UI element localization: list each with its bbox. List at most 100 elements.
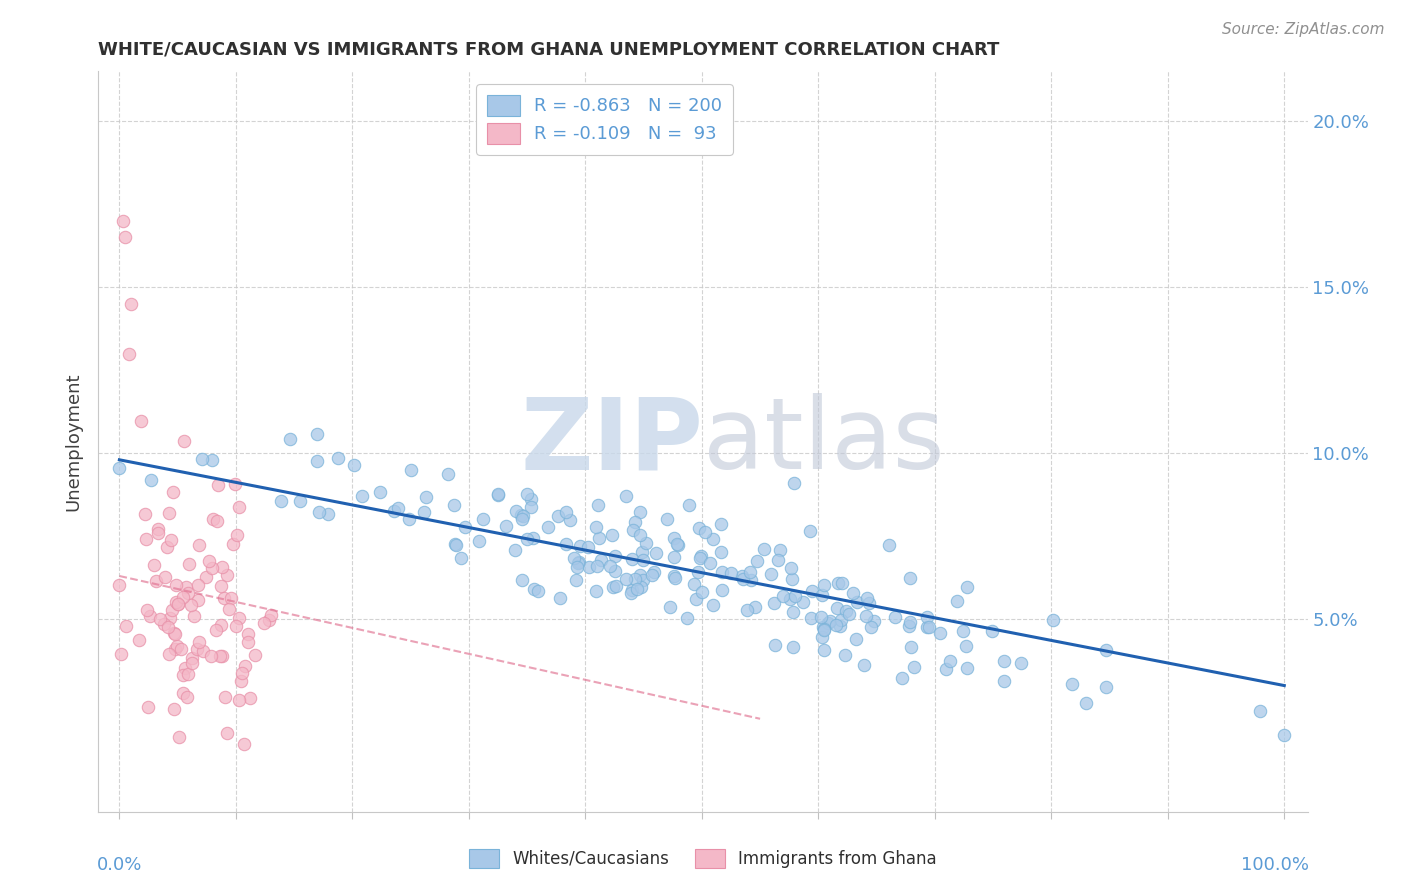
Point [841,586,863,600]
Point [631,552,654,566]
Point [166,597,188,611]
Point [138,699,160,714]
Point [898,615,921,629]
Point [659,599,682,614]
Point [503,543,526,558]
Point [176,690,198,704]
Point [956,661,979,675]
Point [560,513,582,527]
Point [586,559,609,574]
Point [744,599,766,614]
Point [782,640,804,654]
Point [1042,613,1064,627]
Point [114,618,136,632]
Point [156,620,179,634]
Point [859,620,882,634]
Point [685,591,707,606]
Point [215,567,238,582]
Point [219,591,242,606]
Point [212,591,235,605]
Point [201,453,224,467]
Point [662,531,685,545]
Point [211,648,233,663]
Point [443,499,465,513]
Point [1062,677,1084,691]
Point [782,572,804,586]
Point [224,476,246,491]
Point [567,556,589,570]
Point [1010,656,1032,670]
Point [172,668,194,682]
Point [993,673,1015,688]
Point [782,605,804,619]
Point [118,346,141,360]
Point [628,528,651,542]
Point [260,608,283,623]
Point [858,596,880,610]
Point [350,489,373,503]
Point [228,611,250,625]
Point [155,570,177,584]
Point [162,485,184,500]
Point [214,690,236,705]
Point [688,565,710,579]
Point [547,508,569,523]
Point [745,554,768,568]
Point [415,490,437,504]
Point [813,578,835,592]
Point [270,494,292,508]
Y-axis label: Unemployment: Unemployment [65,372,83,511]
Point [692,585,714,599]
Point [166,597,188,611]
Point [218,602,240,616]
Point [516,487,538,501]
Point [537,520,560,534]
Point [170,642,193,657]
Point [343,458,366,472]
Point [1095,643,1118,657]
Point [165,626,187,640]
Point [231,666,253,681]
Point [567,560,589,574]
Point [1272,728,1295,742]
Point [800,584,823,599]
Point [198,554,221,568]
Point [980,624,1002,638]
Point [702,532,724,546]
Point [591,553,613,567]
Point [628,567,651,582]
Point [204,623,226,637]
Point [187,538,209,552]
Point [128,633,150,648]
Point [195,570,218,584]
Point [702,598,724,612]
Point [605,579,627,593]
Point [811,630,834,644]
Point [145,574,167,588]
Point [830,613,852,627]
Point [884,609,907,624]
Point [602,580,624,594]
Point [173,434,195,448]
Point [946,594,969,608]
Point [225,619,247,633]
Point [209,649,232,664]
Point [818,614,841,628]
Point [928,626,950,640]
Point [486,486,509,500]
Text: 100.0%: 100.0% [1240,856,1309,874]
Point [436,467,458,481]
Point [827,575,849,590]
Point [307,454,329,468]
Point [554,505,576,519]
Point [915,609,938,624]
Point [900,640,922,654]
Point [620,586,643,600]
Point [157,506,180,520]
Point [603,564,626,578]
Point [628,504,651,518]
Point [825,601,848,615]
Point [114,230,136,244]
Point [120,297,142,311]
Point [290,493,312,508]
